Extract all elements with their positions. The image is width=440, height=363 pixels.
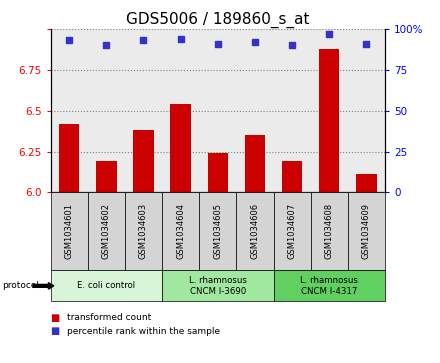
Bar	[282, 161, 302, 192]
Text: L. rhamnosus
CNCM I-4317: L. rhamnosus CNCM I-4317	[301, 276, 358, 296]
Bar	[170, 104, 191, 192]
Text: transformed count: transformed count	[67, 313, 151, 322]
Point	[66, 38, 73, 44]
Point	[363, 41, 370, 47]
Text: GSM1034605: GSM1034605	[213, 203, 222, 260]
Point	[214, 41, 221, 47]
Text: L. rhamnosus
CNCM I-3690: L. rhamnosus CNCM I-3690	[189, 276, 247, 296]
Point	[251, 39, 258, 45]
Point	[289, 42, 296, 48]
Bar	[133, 130, 154, 192]
Text: GSM1034608: GSM1034608	[325, 203, 334, 260]
Bar	[96, 161, 117, 192]
Bar	[356, 174, 377, 192]
Text: GSM1034601: GSM1034601	[65, 203, 73, 260]
Point	[103, 42, 110, 48]
Point	[177, 36, 184, 42]
Text: GSM1034607: GSM1034607	[288, 203, 297, 260]
Bar	[319, 49, 340, 192]
Text: GSM1034602: GSM1034602	[102, 203, 111, 260]
Text: E. coli control: E. coli control	[77, 281, 136, 290]
Bar	[59, 124, 79, 192]
Text: GSM1034604: GSM1034604	[176, 203, 185, 260]
Text: ■: ■	[51, 313, 60, 323]
Title: GDS5006 / 189860_s_at: GDS5006 / 189860_s_at	[126, 12, 310, 28]
Text: GSM1034609: GSM1034609	[362, 203, 371, 260]
Bar	[245, 135, 265, 192]
Text: ■: ■	[51, 326, 60, 336]
Text: protocol: protocol	[2, 281, 39, 290]
Text: percentile rank within the sample: percentile rank within the sample	[67, 327, 220, 335]
Bar	[208, 153, 228, 192]
Text: GSM1034606: GSM1034606	[250, 203, 260, 260]
Point	[326, 31, 333, 37]
Point	[140, 38, 147, 44]
Text: GSM1034603: GSM1034603	[139, 203, 148, 260]
